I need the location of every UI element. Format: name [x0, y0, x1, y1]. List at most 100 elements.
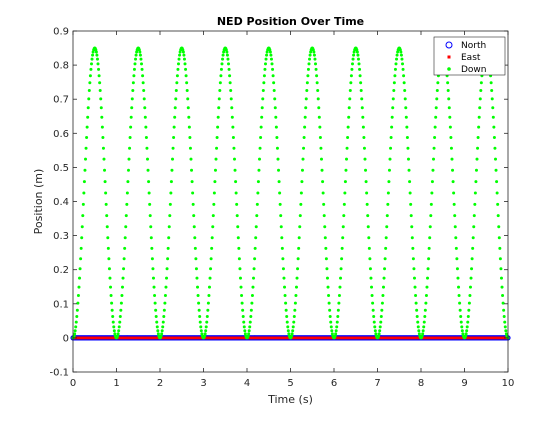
down-point — [99, 106, 103, 110]
down-point — [198, 320, 202, 324]
down-point — [410, 236, 414, 240]
down-point — [192, 214, 196, 218]
down-point — [259, 125, 263, 129]
down-point — [254, 236, 258, 240]
down-point — [328, 315, 332, 319]
down-point — [413, 285, 417, 289]
down-point — [187, 115, 191, 119]
down-point — [498, 257, 502, 261]
down-point — [305, 81, 309, 85]
down-point — [162, 308, 166, 312]
down-point — [119, 301, 123, 305]
down-point — [116, 332, 120, 336]
down-point — [434, 106, 438, 110]
down-point — [280, 236, 284, 240]
x-tick-label: 7 — [374, 378, 380, 389]
down-point — [416, 320, 420, 324]
down-point — [228, 81, 232, 85]
down-point — [477, 115, 481, 119]
down-point — [242, 320, 246, 324]
down-point — [274, 115, 278, 119]
x-tick-label: 5 — [287, 378, 293, 389]
down-point — [102, 157, 106, 161]
down-point — [247, 329, 251, 333]
down-point — [212, 191, 216, 195]
down-point — [372, 320, 376, 324]
down-point — [141, 81, 145, 85]
legend-box — [433, 36, 506, 76]
down-point — [240, 301, 244, 305]
down-point — [460, 325, 464, 329]
down-point — [221, 53, 225, 57]
down-point — [328, 308, 332, 312]
down-point — [152, 285, 156, 289]
down-point — [303, 115, 307, 119]
down-point — [411, 257, 415, 261]
down-point — [138, 50, 142, 54]
chart-title: NED Position Over Time — [217, 15, 364, 28]
down-point — [315, 81, 319, 85]
down-point — [365, 202, 369, 206]
down-point — [134, 53, 138, 57]
y-tick-label: 0.5 — [53, 163, 69, 174]
down-point — [491, 115, 495, 119]
down-point — [405, 136, 409, 140]
down-point — [169, 180, 173, 184]
down-point — [187, 125, 191, 129]
down-point — [449, 146, 453, 150]
down-point — [111, 320, 115, 324]
down-point — [132, 74, 136, 78]
down-point — [380, 308, 384, 312]
down-point — [496, 202, 500, 206]
down-point — [360, 97, 364, 101]
down-point — [122, 267, 126, 271]
down-point — [494, 168, 498, 172]
down-point — [501, 301, 505, 305]
down-point — [185, 88, 189, 92]
down-point — [501, 293, 505, 297]
down-point — [383, 267, 387, 271]
down-point — [150, 257, 154, 261]
down-point — [232, 146, 236, 150]
down-point — [106, 236, 110, 240]
x-tick-label: 6 — [331, 378, 337, 389]
down-point — [474, 168, 478, 172]
down-point — [256, 191, 260, 195]
down-point — [346, 125, 350, 129]
down-point — [426, 267, 430, 271]
down-point — [177, 57, 181, 61]
down-point — [457, 285, 461, 289]
down-point — [109, 293, 113, 297]
down-point — [101, 136, 105, 140]
down-point — [302, 136, 306, 140]
down-point — [284, 308, 288, 312]
down-point — [162, 315, 166, 319]
legend: North East Down — [433, 36, 506, 76]
down-point — [236, 225, 240, 229]
down-point — [142, 97, 146, 101]
down-point — [186, 106, 190, 110]
down-point — [145, 157, 149, 161]
down-point — [340, 246, 344, 250]
down-point — [372, 315, 376, 319]
down-point — [79, 246, 83, 250]
down-point — [82, 180, 86, 184]
down-point — [334, 332, 338, 336]
down-point — [253, 246, 257, 250]
down-point — [226, 57, 230, 61]
down-point — [79, 257, 83, 261]
down-point — [84, 146, 88, 150]
down-point — [197, 308, 201, 312]
down-point — [336, 315, 340, 319]
down-point — [163, 293, 167, 297]
down-point — [493, 146, 497, 150]
down-point — [292, 320, 296, 324]
down-point — [385, 225, 389, 229]
down-point — [378, 325, 382, 329]
down-point — [128, 146, 132, 150]
down-point — [363, 157, 367, 161]
down-point — [407, 168, 411, 172]
down-point — [475, 157, 479, 161]
down-point — [470, 257, 474, 261]
y-tick-label: 0.8 — [53, 61, 69, 72]
